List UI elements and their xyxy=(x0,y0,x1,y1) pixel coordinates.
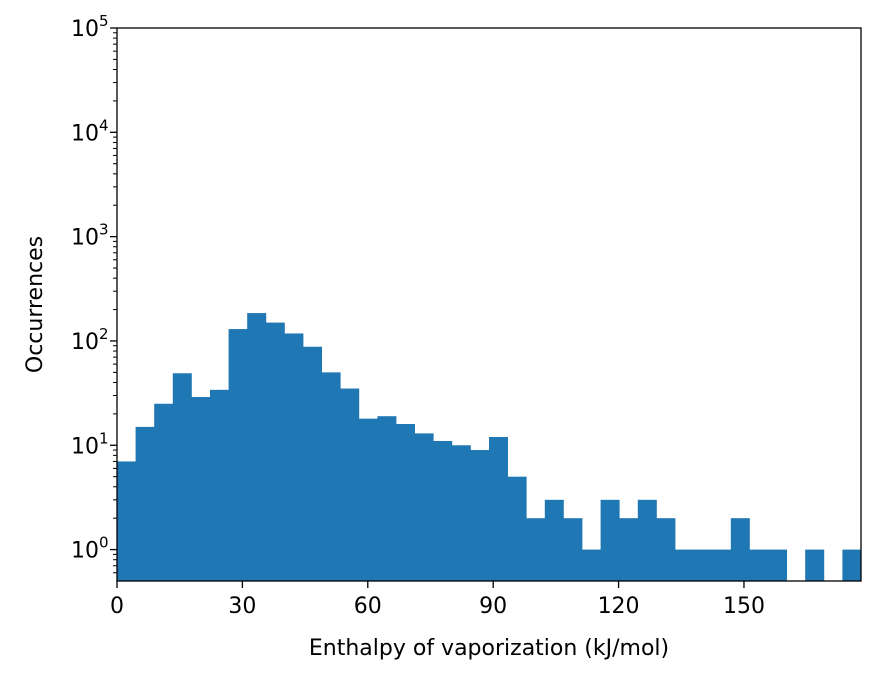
histogram-bar xyxy=(414,433,434,581)
x-tick-label: 0 xyxy=(110,594,124,619)
histogram-bar xyxy=(712,549,732,581)
y-tick-label: 102 xyxy=(71,325,109,355)
histogram-bar xyxy=(191,397,211,581)
histogram-bar xyxy=(768,549,787,581)
histogram-bar xyxy=(582,549,601,581)
histogram-bar xyxy=(637,499,657,581)
y-tick-label: 100 xyxy=(71,534,109,564)
histogram-bar xyxy=(842,549,862,581)
histogram-bar xyxy=(507,476,527,581)
y-tick-label: 104 xyxy=(71,116,109,146)
histogram-bar xyxy=(210,389,229,581)
histogram-bar xyxy=(619,518,639,581)
histogram-bar xyxy=(526,518,546,581)
y-axis-label: Occurrences xyxy=(23,236,48,373)
y-tick-label: 105 xyxy=(71,12,109,42)
histogram-bar xyxy=(563,518,583,581)
histogram-bar xyxy=(321,372,341,581)
y-axis-ticks: 100 101 102 103 104 105 xyxy=(71,12,117,564)
x-axis-label: Enthalpy of vaporization (kJ/mol) xyxy=(309,636,669,661)
x-tick-label: 30 xyxy=(228,594,256,619)
histogram-bar xyxy=(470,450,490,581)
x-tick-label: 120 xyxy=(598,594,640,619)
histogram-bar xyxy=(805,549,825,581)
histogram-bar xyxy=(172,373,192,581)
histogram-bars xyxy=(117,313,862,581)
histogram-bar xyxy=(675,549,694,581)
x-tick-label: 60 xyxy=(354,594,382,619)
y-tick-label: 103 xyxy=(71,221,109,251)
histogram-bar xyxy=(247,313,267,581)
x-tick-label: 90 xyxy=(479,594,507,619)
histogram-bar xyxy=(228,329,248,581)
histogram-bar xyxy=(489,437,508,581)
histogram-bar xyxy=(656,518,676,581)
histogram-bar xyxy=(730,518,750,581)
x-axis-ticks: 0 30 60 90 120 150 xyxy=(110,581,765,619)
plot-frame xyxy=(116,27,862,582)
x-tick-label: 150 xyxy=(723,594,765,619)
histogram-bar xyxy=(358,418,378,581)
histogram-bar xyxy=(600,499,620,581)
histogram-bar xyxy=(303,346,322,581)
histogram-bar xyxy=(693,549,713,581)
y-tick-label: 101 xyxy=(71,429,109,459)
y-minor-ticks xyxy=(113,32,117,574)
histogram-bar xyxy=(749,549,769,581)
histogram-bar xyxy=(544,499,564,581)
histogram-bar xyxy=(340,388,360,581)
histogram-bar xyxy=(284,333,304,581)
histogram-bar xyxy=(377,416,397,581)
histogram-bar xyxy=(154,403,174,581)
histogram-bar xyxy=(265,322,285,581)
histogram-bar xyxy=(433,440,453,581)
histogram-bar xyxy=(396,423,415,581)
histogram-bar xyxy=(451,445,471,581)
histogram-bar xyxy=(117,461,136,581)
histogram-bar xyxy=(135,426,155,581)
